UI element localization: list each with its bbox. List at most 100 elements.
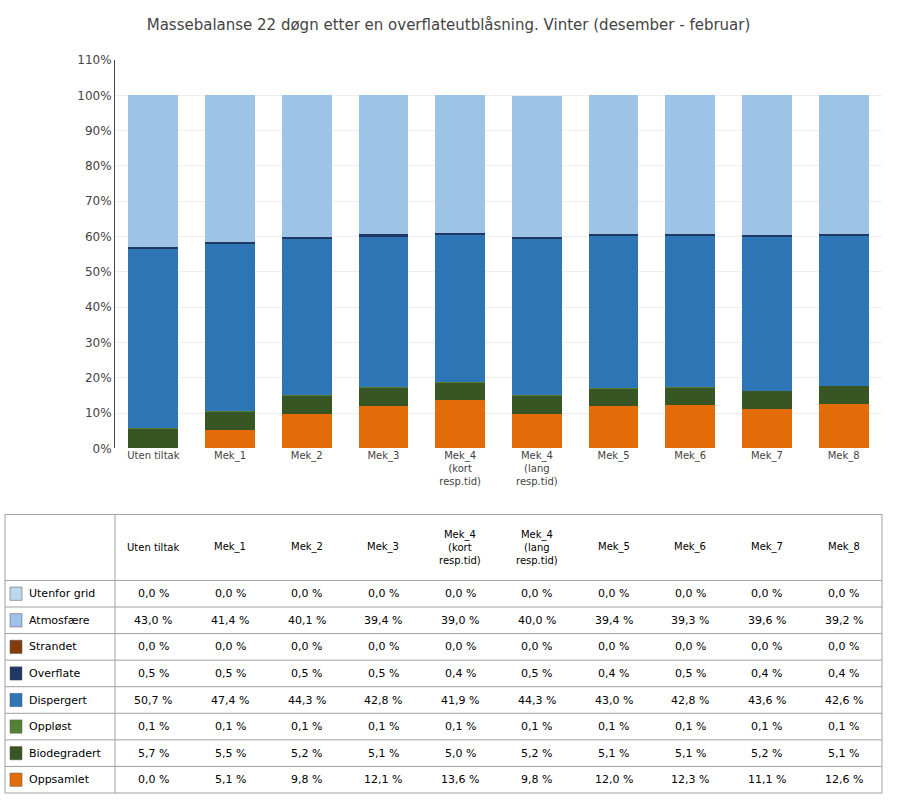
svg-text:0,0 %: 0,0 % [521,640,552,653]
svg-text:0,0 %: 0,0 % [751,640,782,653]
svg-text:60%: 60% [85,230,112,244]
svg-text:0,0 %: 0,0 % [675,640,706,653]
svg-text:0,0 %: 0,0 % [368,640,399,653]
svg-text:12,6 %: 12,6 % [825,773,863,786]
svg-text:39,4 %: 39,4 % [364,614,402,627]
svg-text:42,8 %: 42,8 % [364,694,402,707]
svg-text:0,0 %: 0,0 % [215,587,246,600]
svg-text:0,1 %: 0,1 % [215,720,246,733]
svg-text:9,8 %: 9,8 % [521,773,552,786]
svg-text:0,0 %: 0,0 % [138,587,169,600]
svg-text:Mek_8: Mek_8 [828,541,860,553]
svg-text:0,4 %: 0,4 % [828,667,859,680]
svg-text:Dispergert: Dispergert [29,694,88,707]
svg-text:39,2 %: 39,2 % [825,614,863,627]
svg-text:43,0 %: 43,0 % [134,614,172,627]
svg-text:0,5 %: 0,5 % [138,667,169,680]
svg-text:13,6 %: 13,6 % [441,773,479,786]
svg-text:5,5 %: 5,5 % [215,747,246,760]
svg-text:0%: 0% [93,442,112,456]
svg-text:44,3 %: 44,3 % [518,694,556,707]
svg-text:5,1 %: 5,1 % [368,747,399,760]
svg-text:0,4 %: 0,4 % [751,667,782,680]
svg-text:80%: 80% [85,159,112,173]
svg-text:Mek_3: Mek_3 [367,450,399,462]
svg-text:12,0 %: 12,0 % [595,773,633,786]
svg-text:0,4 %: 0,4 % [598,667,629,680]
svg-text:47,4 %: 47,4 % [211,694,249,707]
svg-text:43,0 %: 43,0 % [595,694,633,707]
svg-text:0,1 %: 0,1 % [598,720,629,733]
svg-text:0,5 %: 0,5 % [521,667,552,680]
svg-text:90%: 90% [85,124,112,138]
svg-text:42,6 %: 42,6 % [825,694,863,707]
svg-text:Massebalanse 22 døgn etter en: Massebalanse 22 døgn etter en overflateu… [147,16,751,34]
svg-text:0,0 %: 0,0 % [368,587,399,600]
svg-text:Overflate: Overflate [29,667,80,680]
svg-text:Mek_2: Mek_2 [291,541,323,553]
svg-text:30%: 30% [85,336,112,350]
svg-text:39,3 %: 39,3 % [671,614,709,627]
svg-text:5,2 %: 5,2 % [291,747,322,760]
svg-text:Biodegradert: Biodegradert [29,747,102,760]
svg-text:0,1 %: 0,1 % [368,720,399,733]
svg-text:0,0 %: 0,0 % [138,773,169,786]
svg-text:0,0 %: 0,0 % [445,640,476,653]
svg-text:Mek_4(langresp.tid): Mek_4(langresp.tid) [516,450,558,487]
svg-text:41,4 %: 41,4 % [211,614,249,627]
svg-text:Mek_6: Mek_6 [674,450,706,462]
svg-text:0,0 %: 0,0 % [291,587,322,600]
svg-text:Mek_5: Mek_5 [598,450,630,462]
svg-text:Mek_1: Mek_1 [214,541,246,553]
svg-text:Utenfor grid: Utenfor grid [29,587,95,600]
svg-text:Mek_6: Mek_6 [674,541,706,553]
svg-text:5,1 %: 5,1 % [828,747,859,760]
svg-text:39,6 %: 39,6 % [748,614,786,627]
svg-text:0,0 %: 0,0 % [598,640,629,653]
svg-text:0,0 %: 0,0 % [138,640,169,653]
svg-text:0,0 %: 0,0 % [291,640,322,653]
svg-text:0,1 %: 0,1 % [521,720,552,733]
svg-text:0,0 %: 0,0 % [828,640,859,653]
svg-text:0,1 %: 0,1 % [138,720,169,733]
svg-text:5,2 %: 5,2 % [521,747,552,760]
svg-text:0,0 %: 0,0 % [828,587,859,600]
svg-text:0,5 %: 0,5 % [368,667,399,680]
svg-text:39,4 %: 39,4 % [595,614,633,627]
svg-text:Mek_4(kortresp.tid): Mek_4(kortresp.tid) [439,450,481,487]
svg-text:Mek_2: Mek_2 [291,450,323,462]
svg-text:5,1 %: 5,1 % [675,747,706,760]
svg-text:Mek_5: Mek_5 [598,541,630,553]
svg-text:0,1 %: 0,1 % [291,720,322,733]
svg-text:0,0 %: 0,0 % [215,640,246,653]
svg-text:40%: 40% [85,300,112,314]
svg-text:10%: 10% [85,406,112,420]
svg-text:12,3 %: 12,3 % [671,773,709,786]
svg-text:Atmosfære: Atmosfære [29,614,90,627]
svg-text:5,2 %: 5,2 % [751,747,782,760]
svg-text:43,6 %: 43,6 % [748,694,786,707]
svg-text:0,1 %: 0,1 % [751,720,782,733]
svg-text:0,1 %: 0,1 % [445,720,476,733]
svg-text:12,1 %: 12,1 % [364,773,402,786]
svg-text:Strandet: Strandet [29,640,77,653]
svg-text:42,8 %: 42,8 % [671,694,709,707]
svg-text:Mek_1: Mek_1 [214,450,246,462]
svg-text:40,1 %: 40,1 % [288,614,326,627]
svg-text:Mek_8: Mek_8 [828,450,860,462]
svg-text:0,0 %: 0,0 % [521,587,552,600]
svg-text:100%: 100% [77,89,111,103]
svg-text:50%: 50% [85,265,112,279]
svg-text:20%: 20% [85,371,112,385]
svg-text:Uten tiltak: Uten tiltak [127,542,179,553]
svg-text:Mek_7: Mek_7 [751,541,783,553]
svg-text:Oppsamlet: Oppsamlet [29,773,90,786]
svg-text:40,0 %: 40,0 % [518,614,556,627]
svg-text:70%: 70% [85,194,112,208]
svg-text:0,4 %: 0,4 % [445,667,476,680]
svg-text:0,0 %: 0,0 % [445,587,476,600]
svg-text:0,1 %: 0,1 % [675,720,706,733]
svg-text:5,1 %: 5,1 % [215,773,246,786]
svg-text:Oppløst: Oppløst [29,720,72,733]
svg-text:44,3 %: 44,3 % [288,694,326,707]
